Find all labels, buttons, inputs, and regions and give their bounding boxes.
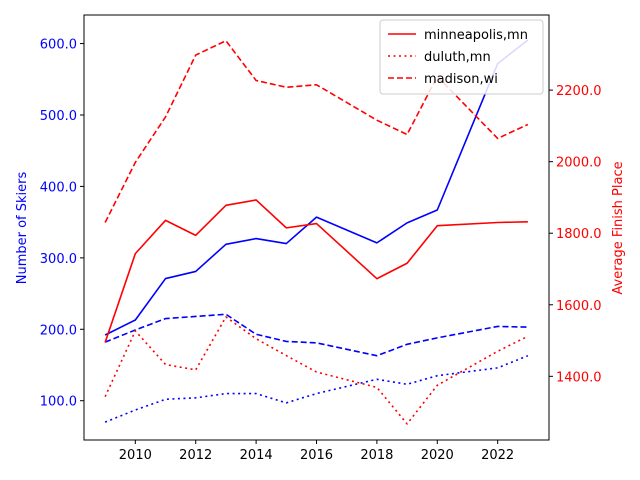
y-axis-right: 1400.0 1600.0 1800.0 2000.0 2200.0 [549, 84, 602, 385]
y-right-tick-label: 1400.0 [556, 370, 602, 385]
y-axis-right-label: Average Finish Place [611, 161, 626, 294]
y-left-tick-label: 200.0 [40, 323, 77, 338]
series-layer [104, 39, 529, 425]
legend-label: madison,wi [424, 72, 498, 87]
y-left-tick-label: 400.0 [40, 180, 77, 195]
y-axis-left: 100.0 200.0 300.0 400.0 500.0 600.0 [40, 38, 84, 410]
legend-label: minneapolis,mn [424, 28, 528, 43]
series-line-madison-wi-left [104, 313, 528, 357]
y-left-tick-label: 500.0 [40, 109, 77, 124]
x-tick-label: 2012 [179, 448, 212, 463]
y-left-tick-label: 100.0 [40, 395, 77, 410]
x-tick-label: 2014 [240, 448, 273, 463]
y-right-tick-label: 2200.0 [556, 84, 602, 99]
x-tick-label: 2020 [421, 448, 454, 463]
legend: minneapolis,mn duluth,mn madison,wi [379, 19, 544, 95]
x-axis: 2010 2012 2014 2016 2018 2020 2022 [119, 440, 514, 463]
series-line-madison-wi-right [104, 39, 529, 223]
x-tick-label: 2016 [300, 448, 333, 463]
series-line-minneapolis-mn-right [104, 199, 528, 343]
y-left-tick-label: 600.0 [40, 38, 77, 53]
series-line-duluth-mn-right [104, 316, 529, 425]
series-line-minneapolis-mn-left [104, 39, 529, 336]
y-axis-left-label: Number of Skiers [15, 172, 30, 285]
legend-box [379, 19, 544, 95]
x-tick-label: 2010 [119, 448, 152, 463]
x-tick-label: 2022 [481, 448, 514, 463]
series-line-duluth-mn-left [104, 354, 529, 423]
y-right-tick-label: 1600.0 [556, 299, 602, 314]
y-right-tick-label: 2000.0 [556, 156, 602, 171]
legend-label: duluth,mn [424, 50, 491, 65]
x-tick-label: 2018 [360, 448, 393, 463]
y-right-tick-label: 1800.0 [556, 227, 602, 242]
y-left-tick-label: 300.0 [40, 252, 77, 267]
